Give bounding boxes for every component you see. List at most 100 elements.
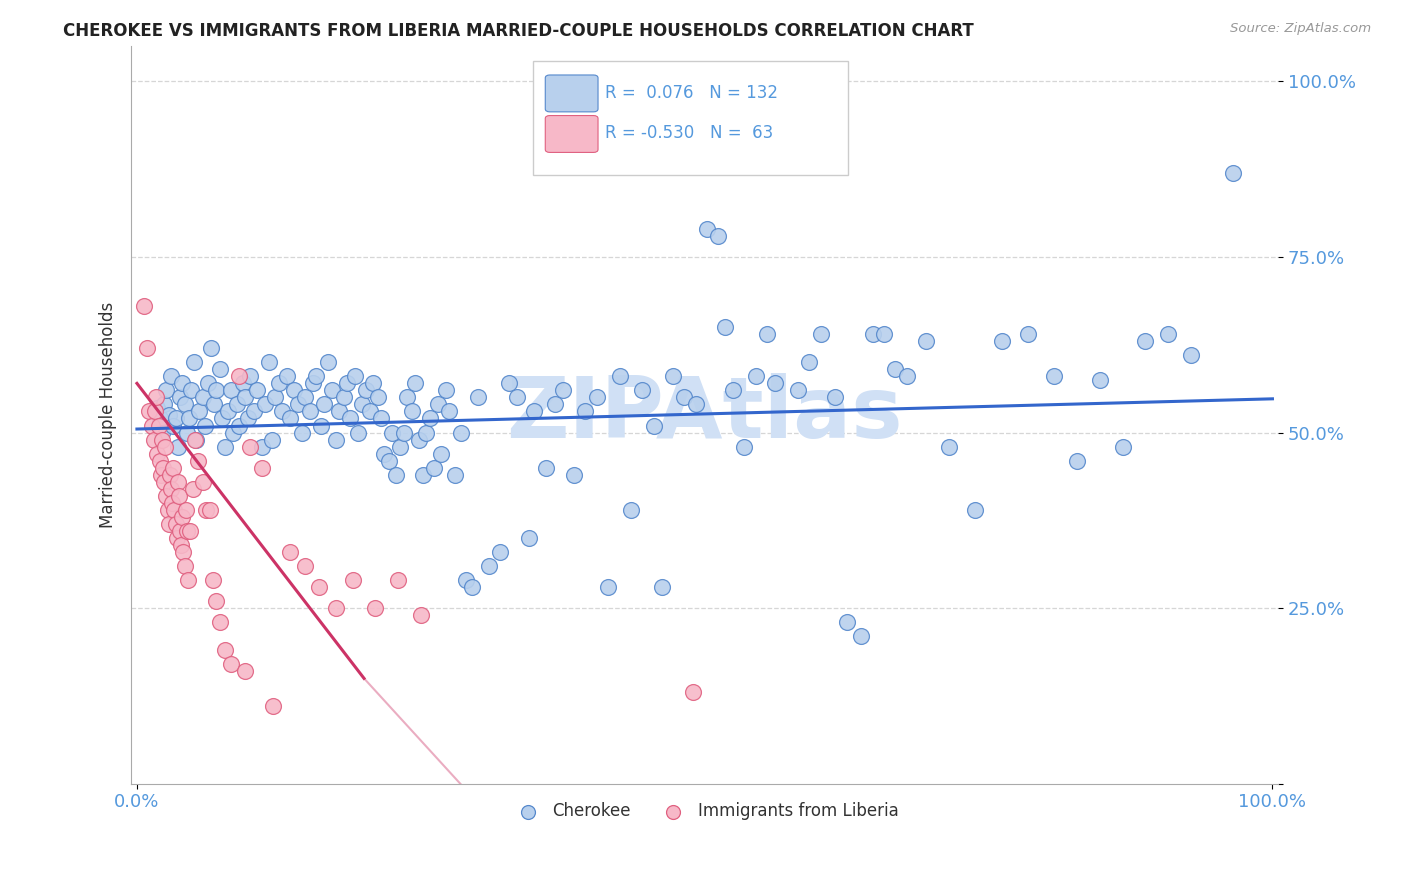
Point xyxy=(150,425,173,440)
Point xyxy=(359,404,381,418)
Point xyxy=(412,467,434,482)
Point xyxy=(810,327,832,342)
Point xyxy=(283,384,305,398)
Point xyxy=(450,425,472,440)
Point xyxy=(143,433,166,447)
Point xyxy=(1111,440,1133,454)
Point xyxy=(260,433,283,447)
Point xyxy=(799,355,821,369)
Point xyxy=(373,447,395,461)
Point xyxy=(786,384,808,398)
Point xyxy=(1017,327,1039,342)
Point xyxy=(498,376,520,391)
Point xyxy=(162,460,184,475)
Legend: Cherokee, Immigrants from Liberia: Cherokee, Immigrants from Liberia xyxy=(505,796,905,827)
Point xyxy=(396,391,419,405)
Point xyxy=(219,657,242,672)
Point xyxy=(160,496,183,510)
Point xyxy=(370,411,392,425)
Point xyxy=(385,467,408,482)
Point xyxy=(233,391,256,405)
Point xyxy=(873,327,896,342)
FancyBboxPatch shape xyxy=(546,75,598,112)
Point xyxy=(287,397,309,411)
Point xyxy=(456,573,478,587)
Point xyxy=(339,411,361,425)
Text: R =  0.076   N = 132: R = 0.076 N = 132 xyxy=(605,84,778,102)
Point xyxy=(194,418,217,433)
Point xyxy=(851,629,873,643)
Point xyxy=(250,440,273,454)
Point xyxy=(551,384,574,398)
Point xyxy=(169,524,191,538)
Point xyxy=(219,384,242,398)
Point xyxy=(1222,166,1244,180)
Point xyxy=(172,509,194,524)
Point xyxy=(517,531,540,545)
Point xyxy=(172,376,194,391)
Point xyxy=(197,376,219,391)
Point xyxy=(544,397,567,411)
Point xyxy=(231,376,253,391)
Point xyxy=(938,440,960,454)
Point xyxy=(153,397,176,411)
Point xyxy=(141,418,163,433)
Point xyxy=(149,467,172,482)
Point xyxy=(461,580,484,594)
Point xyxy=(163,503,186,517)
Point xyxy=(201,573,224,587)
Point xyxy=(404,376,426,391)
Point xyxy=(991,334,1014,349)
Point xyxy=(444,467,467,482)
Point xyxy=(159,467,181,482)
Point xyxy=(426,397,449,411)
Point xyxy=(172,545,194,559)
Point xyxy=(314,397,336,411)
Point xyxy=(254,397,277,411)
Point xyxy=(328,404,350,418)
Point xyxy=(278,545,301,559)
Point xyxy=(188,404,211,418)
Point xyxy=(211,411,233,425)
Point xyxy=(316,355,339,369)
Point xyxy=(1135,334,1157,349)
Point xyxy=(409,608,432,623)
Point xyxy=(191,391,214,405)
Point xyxy=(523,404,546,418)
Point xyxy=(585,391,607,405)
Point xyxy=(239,369,262,384)
Point xyxy=(408,433,430,447)
Point xyxy=(350,397,373,411)
Point xyxy=(343,369,366,384)
Point xyxy=(321,384,343,398)
Point xyxy=(574,404,596,418)
Point xyxy=(763,376,786,391)
Point xyxy=(489,545,512,559)
Point xyxy=(155,440,177,454)
Point xyxy=(506,391,529,405)
Point xyxy=(239,440,262,454)
Point xyxy=(246,384,269,398)
Point xyxy=(181,482,204,496)
Point xyxy=(152,460,174,475)
Point xyxy=(1157,327,1180,342)
Point xyxy=(177,573,200,587)
Point xyxy=(309,418,332,433)
Point xyxy=(250,460,273,475)
Point xyxy=(153,475,176,489)
Point xyxy=(364,601,387,615)
Point xyxy=(336,376,359,391)
Text: Source: ZipAtlas.com: Source: ZipAtlas.com xyxy=(1230,22,1371,36)
Point xyxy=(179,524,201,538)
Point xyxy=(401,404,423,418)
Point xyxy=(467,391,489,405)
Point xyxy=(257,355,280,369)
Point xyxy=(1043,369,1066,384)
Point xyxy=(156,503,179,517)
Point xyxy=(347,425,370,440)
Point xyxy=(884,362,907,376)
Point xyxy=(1088,373,1111,387)
Point xyxy=(392,425,415,440)
Point xyxy=(150,433,173,447)
Text: ZIPAtlas: ZIPAtlas xyxy=(506,374,903,457)
